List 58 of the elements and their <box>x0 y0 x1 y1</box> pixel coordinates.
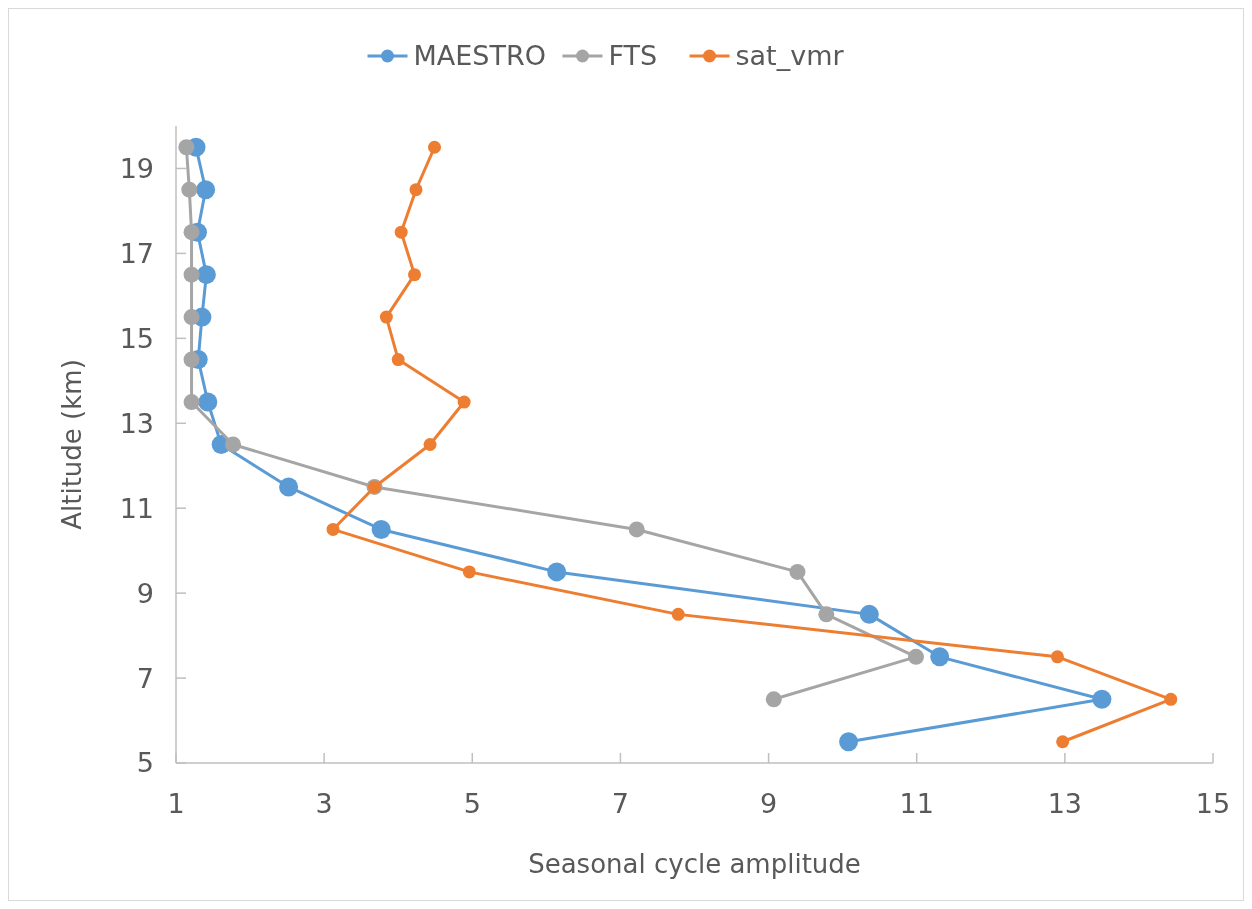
legend-label: FTS <box>608 40 658 72</box>
point <box>839 732 859 752</box>
x-axis-title: Seasonal cycle amplitude <box>528 849 861 879</box>
y-axis-title: Altitude (km) <box>57 359 87 530</box>
x-tick-label: 15 <box>1195 788 1231 819</box>
point <box>547 562 567 582</box>
point <box>859 604 879 624</box>
point <box>907 648 924 665</box>
point <box>196 180 216 200</box>
point <box>183 351 200 368</box>
point <box>1056 735 1070 749</box>
point <box>225 436 242 453</box>
point <box>789 563 806 580</box>
point <box>818 606 835 623</box>
y-tick-label: 11 <box>119 492 154 524</box>
point <box>183 394 200 411</box>
point <box>178 139 195 156</box>
y-tick-label: 17 <box>119 237 154 269</box>
x-tick-label: 5 <box>463 788 481 819</box>
point <box>671 607 685 621</box>
x-tick-label: 9 <box>759 788 778 819</box>
point <box>930 647 950 667</box>
point <box>198 392 218 412</box>
point <box>408 268 422 282</box>
y-tick-label: 9 <box>136 577 154 609</box>
point <box>1050 650 1064 664</box>
y-tick-label: 7 <box>136 662 154 694</box>
point <box>462 565 476 579</box>
point <box>428 140 442 154</box>
point <box>379 310 393 324</box>
x-tick-label: 1 <box>167 788 185 819</box>
y-tick-label: 19 <box>119 152 154 184</box>
point <box>1092 689 1112 709</box>
point <box>196 265 216 285</box>
y-tick-label: 15 <box>119 322 154 354</box>
point <box>409 183 423 197</box>
y-tick-label: 5 <box>136 747 154 779</box>
legend-label: MAESTRO <box>413 40 546 72</box>
point <box>326 522 340 536</box>
point <box>628 521 645 538</box>
point <box>371 519 391 539</box>
point <box>183 309 200 326</box>
x-tick-label: 11 <box>899 788 934 819</box>
legend-label: sat_vmr <box>735 40 845 72</box>
x-tick-label: 13 <box>1047 788 1083 819</box>
x-tick-label: 7 <box>611 788 630 819</box>
point <box>181 181 198 198</box>
point <box>391 353 405 367</box>
point <box>457 395 471 409</box>
point <box>183 224 200 241</box>
y-tick-label: 13 <box>119 407 154 439</box>
point <box>1164 692 1178 706</box>
point <box>423 438 437 451</box>
x-tick-label: 3 <box>315 788 333 819</box>
point <box>765 691 782 708</box>
point <box>183 266 200 283</box>
point <box>279 477 299 497</box>
point <box>394 225 408 239</box>
